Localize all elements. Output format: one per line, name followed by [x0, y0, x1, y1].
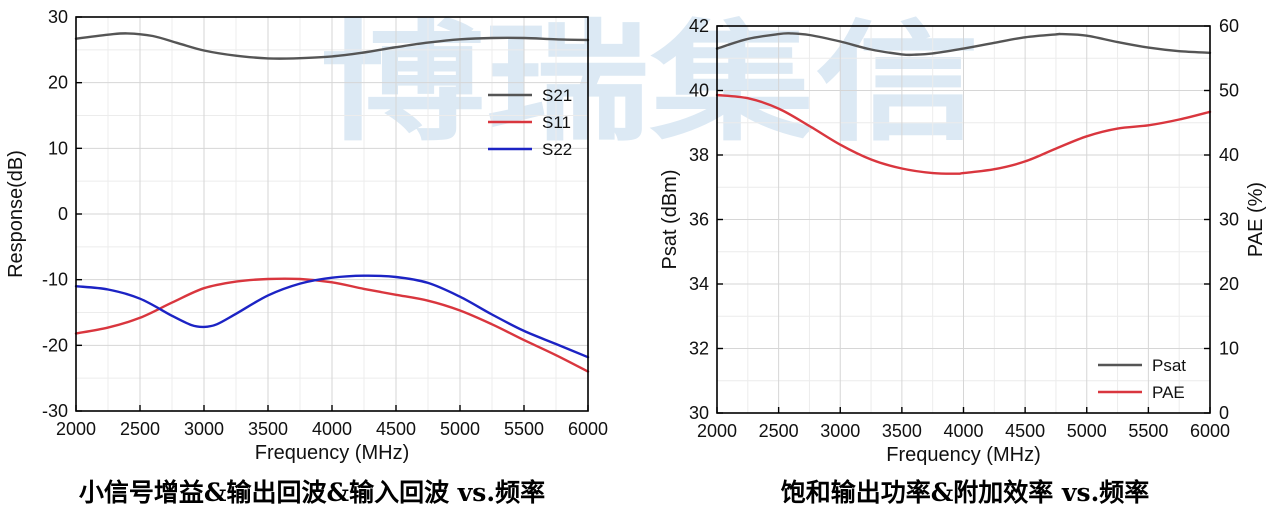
chart1-x-tick-label: 4500 — [376, 419, 416, 439]
chart2-y-axis-title: Psat (dBm) — [659, 169, 681, 269]
chart1-y-tick-label: 20 — [48, 73, 68, 93]
chart1-x-tick-label: 3000 — [184, 419, 224, 439]
chart1-y-tick-label: -10 — [42, 270, 68, 290]
chart2-y-tick-label: 36 — [689, 210, 709, 230]
chart2-y2-tick-label: 30 — [1219, 210, 1239, 230]
chart2-x-axis-title: Frequency (MHz) — [886, 444, 1040, 466]
chart2-x-tick-label: 5500 — [1128, 421, 1168, 441]
chart2-y2-axis-title: PAE (%) — [1245, 182, 1267, 257]
chart1-x-tick-label: 2500 — [120, 419, 160, 439]
chart1-y-tick-label: 0 — [58, 204, 68, 224]
chart2-series-psat-line — [715, 32, 1212, 57]
chart1-y-tick-label: 30 — [48, 7, 68, 27]
chart2-y2-tick-label: 10 — [1219, 339, 1239, 359]
chart1-legend-label-s21: S21 — [542, 86, 572, 105]
chart1-x-axis-title: Frequency (MHz) — [255, 442, 409, 464]
chart1-caption: 小信号增益&输出回波&输入回波 vs.频率 — [79, 478, 545, 507]
chart2-x-tick-label: 2500 — [759, 421, 799, 441]
chart2-x-tick-label: 4500 — [1005, 421, 1045, 441]
chart1-x-tick-label: 5500 — [504, 419, 544, 439]
chart2-y-tick-label: 42 — [689, 16, 709, 36]
chart1-x-tick-label: 4000 — [312, 419, 352, 439]
chart2-series-pae-line — [715, 93, 1212, 175]
chart2-x-tick-label: 5000 — [1067, 421, 1107, 441]
chart1-y-tick-label: -20 — [42, 335, 68, 355]
chart2-y2-tick-label: 60 — [1219, 16, 1239, 36]
chart1-legend-label-s22: S22 — [542, 140, 572, 159]
chart2-y2-tick-label: 40 — [1219, 145, 1239, 165]
chart2-y2-tick-label: 0 — [1219, 403, 1229, 423]
chart2-legend-label-pae: PAE — [1152, 383, 1185, 402]
chart-s-parameters: 2000 2500 3000 3500 4000 4500 5000 5500 6000 -30 -… — [5, 7, 608, 507]
chart2-x-tick-label: 4000 — [943, 421, 983, 441]
chart1-y-tick-label: -30 — [42, 401, 68, 421]
chart2-y-tick-label: 32 — [689, 339, 709, 359]
chart2-legend-label-psat: Psat — [1152, 356, 1186, 375]
chart-psat-pae: 2000 2500 3000 3500 4000 4500 5000 5500 6000 30 32… — [659, 16, 1267, 507]
chart1-x-tick-label: 6000 — [568, 419, 608, 439]
chart2-y2-tick-label: 50 — [1219, 81, 1239, 101]
chart1-x-tick-label: 5000 — [440, 419, 480, 439]
chart1-y-axis-title: Response(dB) — [5, 150, 27, 278]
chart1-series-s21-line — [74, 32, 590, 60]
chart2-x-tick-label: 6000 — [1190, 421, 1230, 441]
chart1-x-tick-label: 2000 — [56, 419, 96, 439]
chart2-caption: 饱和输出功率&附加效率 vs.频率 — [781, 478, 1150, 507]
chart2-y-tick-label: 38 — [689, 145, 709, 165]
chart1-x-tick-label: 3500 — [248, 419, 288, 439]
chart2-x-tick-label: 3500 — [882, 421, 922, 441]
chart2-y-tick-label: 40 — [689, 81, 709, 101]
chart2-x-tick-label: 2000 — [697, 421, 737, 441]
chart2-y-tick-label: 34 — [689, 274, 709, 294]
chart1-series-s11-line — [74, 277, 590, 373]
chart1-y-tick-label: 10 — [48, 138, 68, 158]
chart2-y-tick-label: 30 — [689, 403, 709, 423]
chart2-x-tick-label: 3000 — [820, 421, 860, 441]
chart1-series-s22-line — [74, 274, 590, 359]
chart1-legend-label-s11: S11 — [542, 113, 571, 132]
chart2-y2-tick-label: 20 — [1219, 274, 1239, 294]
